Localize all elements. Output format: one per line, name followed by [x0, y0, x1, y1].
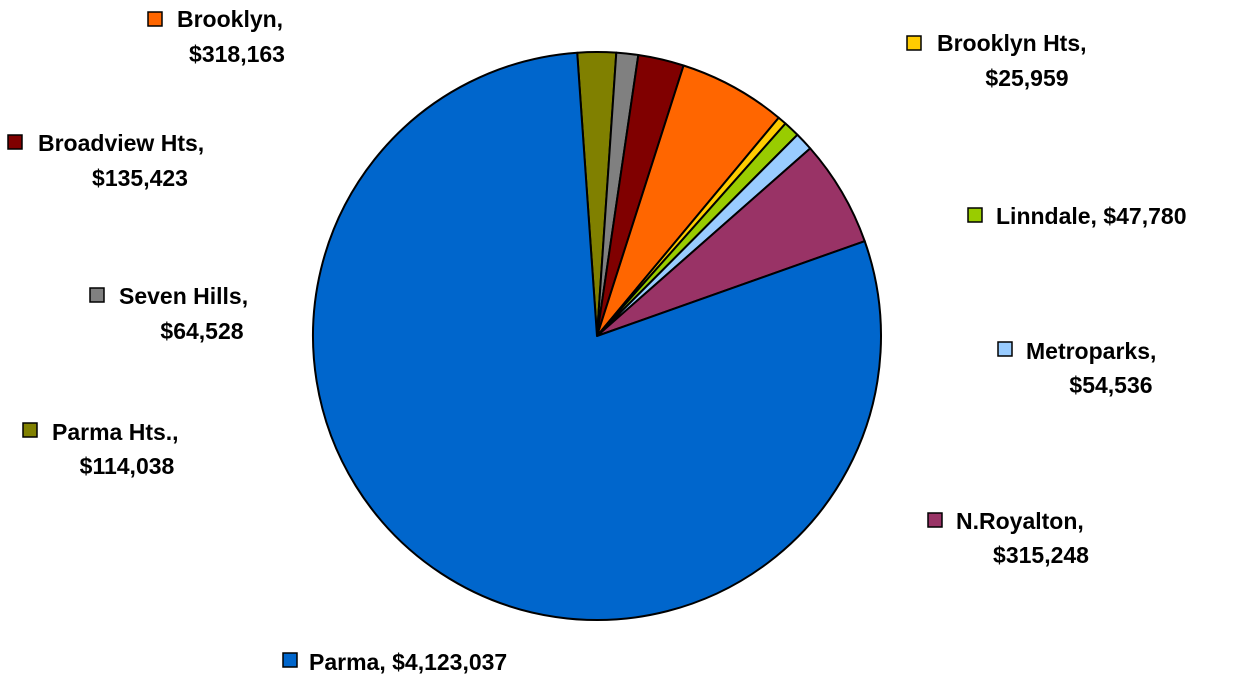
parma-hts-marker [22, 422, 38, 438]
label-parma: Parma, $4,123,037 [282, 649, 507, 675]
label-brooklyn-hts: Brooklyn Hts, $25,959 [906, 30, 1087, 91]
metroparks-marker [997, 341, 1013, 357]
label-parma-hts: Parma Hts., $114,038 [22, 419, 179, 479]
linndale-marker [967, 207, 983, 223]
seven-hills-label-line-2: $64,528 [160, 318, 243, 344]
label-linndale: Linndale, $47,780 [967, 203, 1186, 229]
brooklyn-label-line-1: Brooklyn, [177, 6, 283, 32]
n-royalton-marker [927, 512, 943, 528]
pie-slice-parma [312, 51, 882, 621]
brooklyn-label-line-2: $318,163 [189, 41, 285, 67]
n-royalton-label-line-2: $315,248 [993, 542, 1089, 568]
label-brooklyn: Brooklyn, $318,163 [147, 6, 285, 67]
parma-marker [282, 652, 298, 668]
label-seven-hills: Seven Hills, $64,528 [89, 283, 248, 344]
brooklyn-marker [147, 11, 163, 27]
brooklyn-hts-label-line-1: Brooklyn Hts, [937, 30, 1087, 56]
parma-hts-label-line-2: $114,038 [80, 453, 175, 479]
label-broadview-hts: Broadview Hts, $135,423 [7, 130, 204, 191]
brooklyn-hts-label-line-2: $25,959 [985, 65, 1068, 91]
brooklyn-hts-marker [906, 35, 922, 51]
broadview-hts-marker [7, 134, 23, 150]
label-metroparks: Metroparks, $54,536 [997, 338, 1156, 398]
parma-hts-label-line-1: Parma Hts., [52, 419, 179, 445]
label-n-royalton: N.Royalton, $315,248 [927, 508, 1089, 568]
metroparks-label-line-2: $54,536 [1069, 372, 1152, 398]
broadview-hts-label-line-2: $135,423 [92, 165, 188, 191]
broadview-hts-label-line-1: Broadview Hts, [38, 130, 204, 156]
seven-hills-marker [89, 287, 105, 303]
parma-label-line-1: Parma, $4,123,037 [309, 649, 507, 675]
n-royalton-label-line-1: N.Royalton, [956, 508, 1084, 534]
pie-slices [312, 51, 882, 621]
linndale-label-line-1: Linndale, $47,780 [996, 203, 1186, 229]
metroparks-label-line-1: Metroparks, [1026, 338, 1156, 364]
seven-hills-label-line-1: Seven Hills, [119, 283, 248, 309]
